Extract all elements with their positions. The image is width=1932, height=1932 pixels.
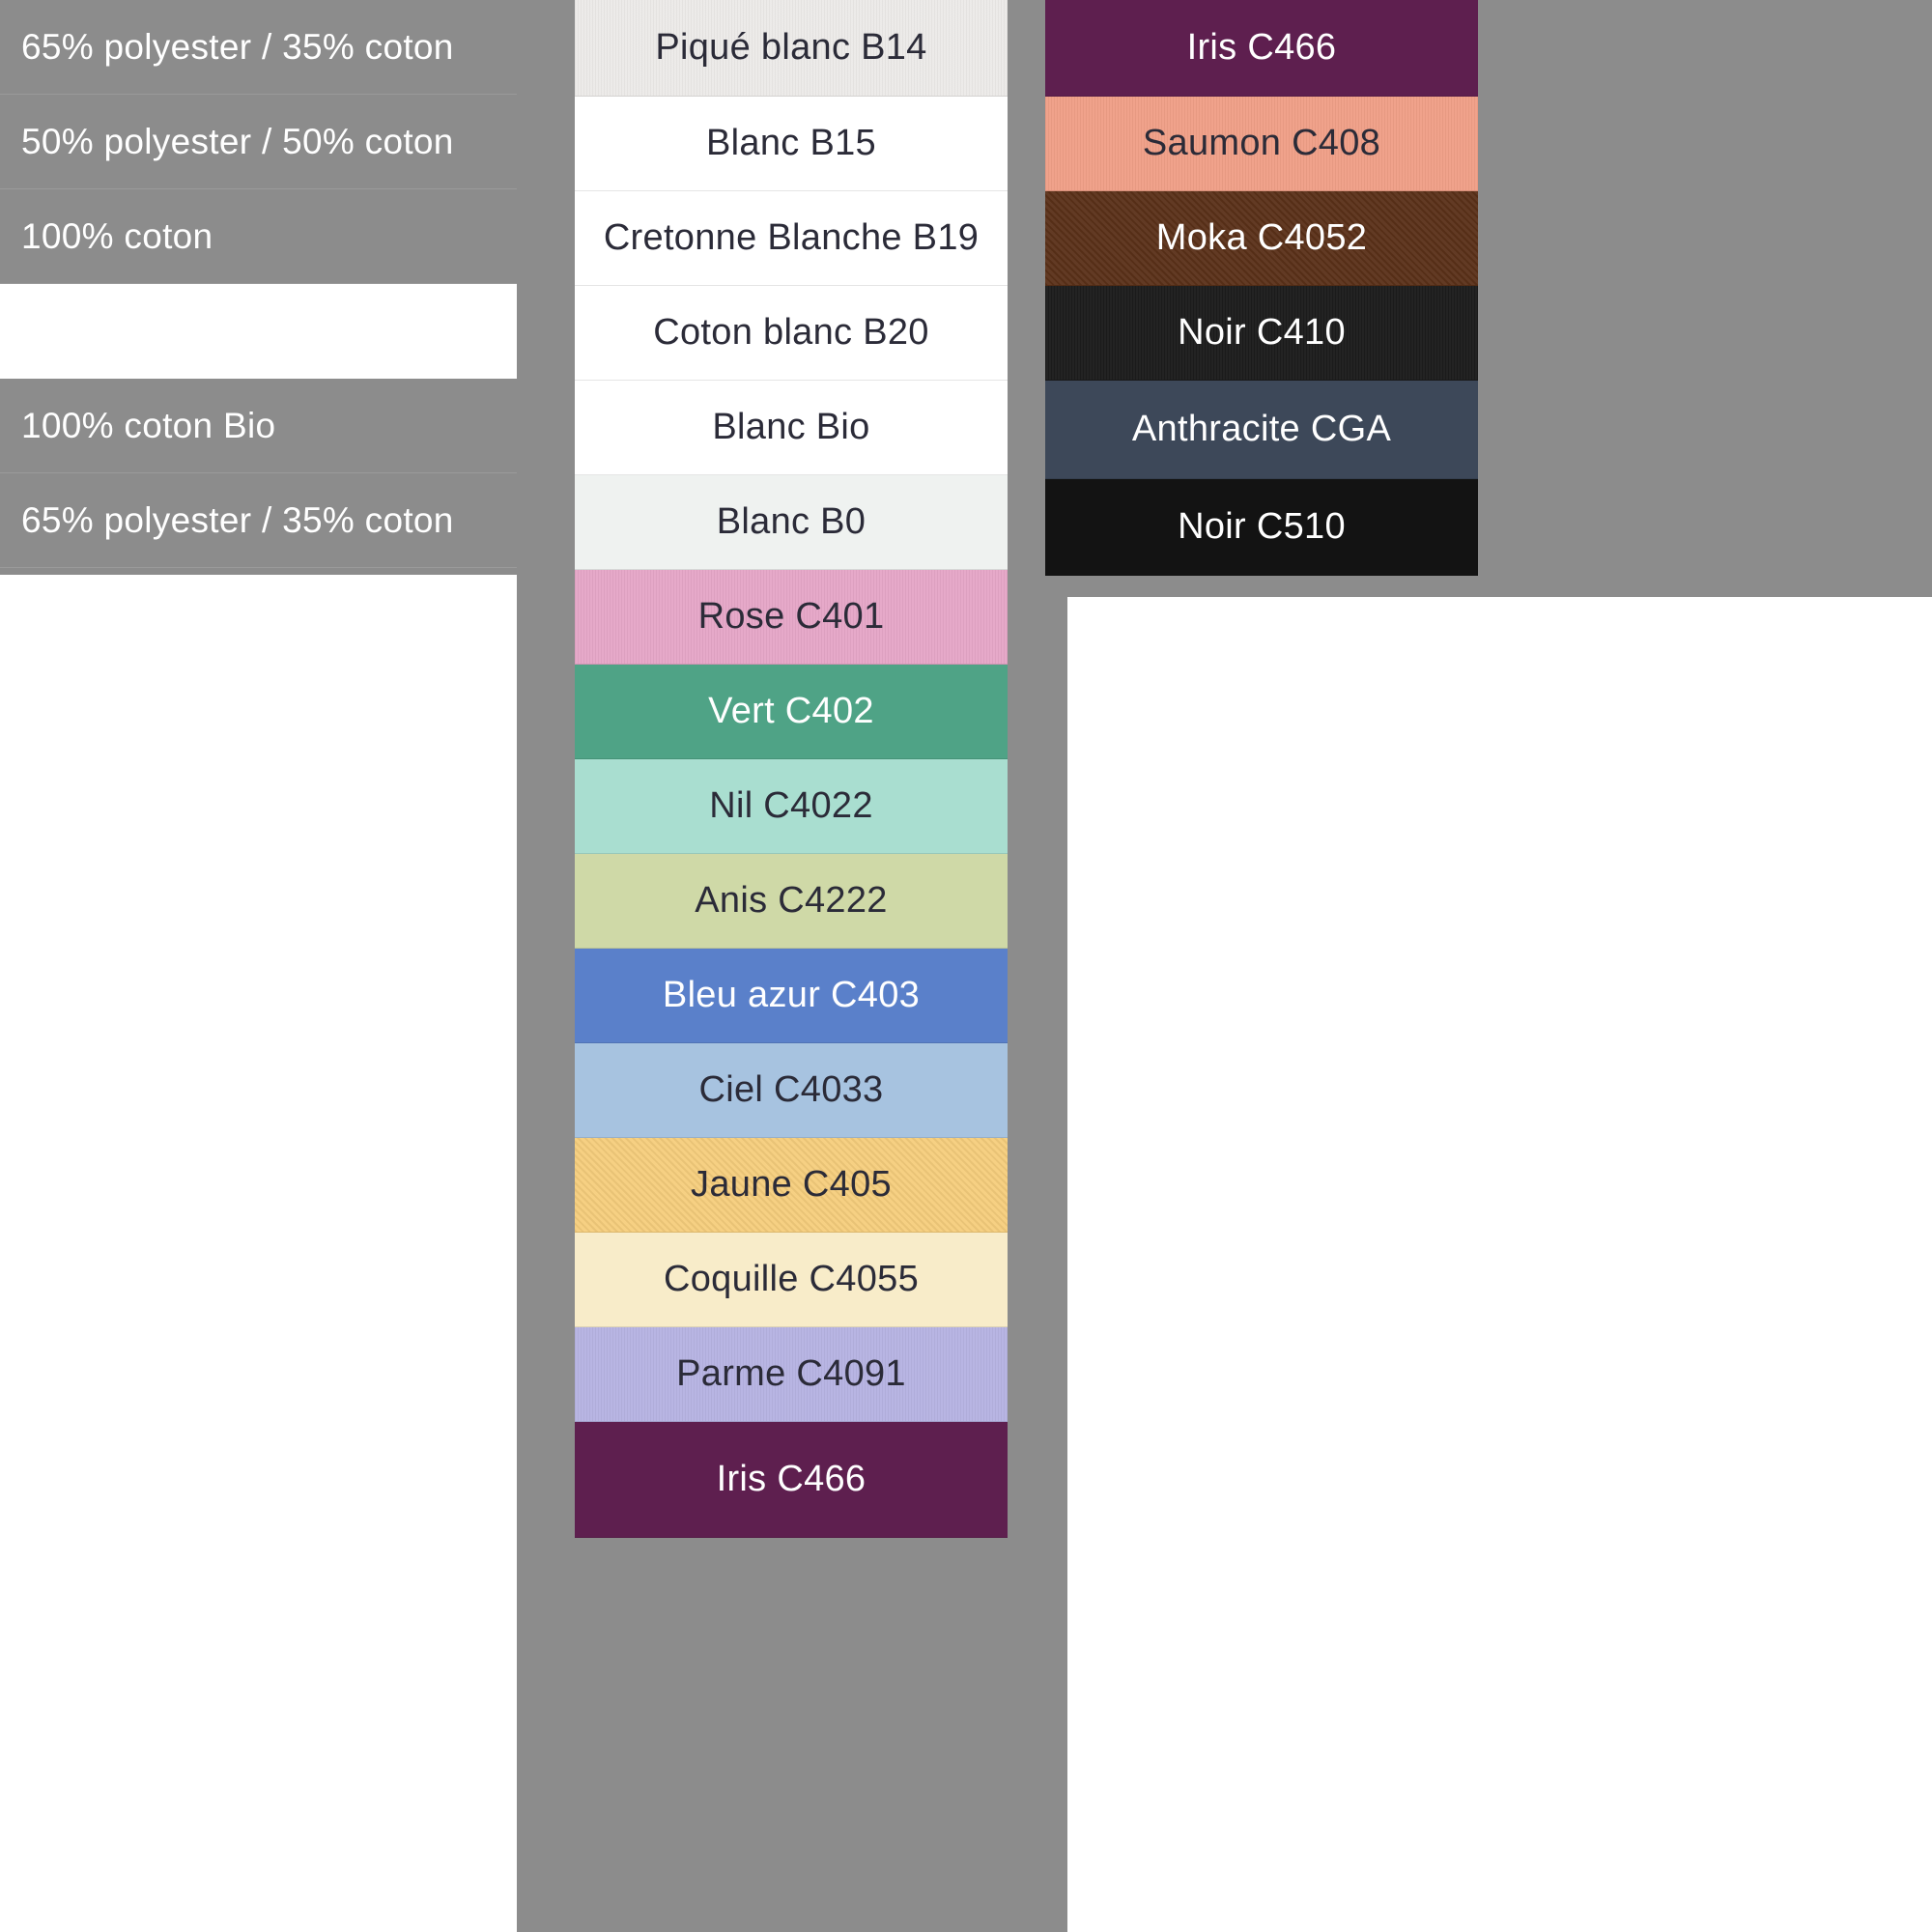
fabric-composition-row[interactable]: 65% polyester / 35% coton [0, 0, 517, 95]
color-swatch-label: Parme C4091 [676, 1353, 906, 1394]
color-swatch-label: Cretonne Blanche B19 [603, 217, 980, 258]
color-swatch-label: Piqué blanc B14 [655, 27, 927, 68]
color-swatch[interactable]: Blanc Bio [575, 381, 1008, 475]
fabric-composition-row[interactable]: 100% coton Bio [0, 379, 517, 473]
color-swatch[interactable]: Anis C4222 [575, 854, 1008, 949]
color-swatch[interactable]: Noir C410 [1045, 286, 1478, 381]
left-bottom-white-panel [0, 575, 517, 1932]
color-swatch-label: Saumon C408 [1142, 123, 1381, 163]
color-swatch[interactable]: Coquille C4055 [575, 1233, 1008, 1327]
fabric-composition-label: 100% coton Bio [21, 405, 276, 445]
fabric-composition-label: 65% polyester / 35% coton [21, 499, 454, 540]
fabric-list-gap [0, 284, 517, 379]
color-swatch-label: Bleu azur C403 [662, 975, 921, 1015]
color-swatch[interactable]: Iris C466 [575, 1422, 1008, 1538]
fabric-composition-list: 65% polyester / 35% coton 50% polyester /… [0, 0, 517, 1932]
color-swatch-label: Coquille C4055 [663, 1259, 920, 1299]
color-swatch[interactable]: Piqué blanc B14 [575, 0, 1008, 97]
color-swatch[interactable]: Blanc B15 [575, 97, 1008, 191]
color-swatch[interactable]: Anthracite CGA [1045, 381, 1478, 479]
color-swatch[interactable]: Vert C402 [575, 665, 1008, 759]
color-swatch-label: Nil C4022 [709, 785, 873, 826]
fabric-composition-label: 100% coton [21, 215, 213, 256]
color-swatch-label: Jaune C405 [691, 1164, 892, 1205]
color-swatch[interactable]: Noir C510 [1045, 479, 1478, 576]
color-swatch[interactable]: Blanc B0 [575, 475, 1008, 570]
color-swatch[interactable]: Moka C4052 [1045, 191, 1478, 286]
color-swatch-label: Anis C4222 [695, 880, 888, 921]
color-swatch-label: Noir C510 [1178, 506, 1346, 547]
color-swatch[interactable]: Rose C401 [575, 570, 1008, 665]
fabric-composition-label: 50% polyester / 50% coton [21, 121, 454, 161]
color-swatch[interactable]: Parme C4091 [575, 1327, 1008, 1422]
color-swatch-label: Blanc B15 [706, 123, 876, 163]
color-swatch[interactable]: Ciel C4033 [575, 1043, 1008, 1138]
color-swatch-label: Vert C402 [708, 691, 874, 731]
color-swatch-label: Iris C466 [1186, 27, 1337, 68]
color-swatch-label: Blanc B0 [716, 501, 867, 542]
color-swatch[interactable]: Jaune C405 [575, 1138, 1008, 1233]
color-swatch[interactable]: Saumon C408 [1045, 97, 1478, 191]
fabric-composition-row[interactable]: 100% coton [0, 189, 517, 284]
color-swatch[interactable]: Iris C466 [1045, 0, 1478, 97]
fabric-composition-row[interactable]: 65% polyester / 35% coton [0, 473, 517, 568]
color-swatch-label: Anthracite CGA [1131, 409, 1392, 449]
dark-color-swatch-list: Iris C466 Saumon C408 Moka C4052 Noir C410 A… [1045, 0, 1478, 576]
color-swatch-label: Rose C401 [697, 596, 885, 637]
color-swatch[interactable]: Coton blanc B20 [575, 286, 1008, 381]
color-swatch-label: Ciel C4033 [698, 1069, 884, 1110]
fabric-composition-row[interactable]: 50% polyester / 50% coton [0, 95, 517, 189]
color-swatch-label: Coton blanc B20 [653, 312, 929, 353]
color-swatch[interactable]: Cretonne Blanche B19 [575, 191, 1008, 286]
color-swatch[interactable]: Nil C4022 [575, 759, 1008, 854]
right-bottom-white-panel [1067, 597, 1932, 1932]
color-swatch-label: Iris C466 [716, 1459, 867, 1499]
color-swatch-label: Moka C4052 [1155, 217, 1368, 258]
color-swatch-label: Blanc Bio [712, 407, 870, 447]
color-swatch-label: Noir C410 [1178, 312, 1346, 353]
light-color-swatch-list: Piqué blanc B14 Blanc B15 Cretonne Blanche… [575, 0, 1008, 1538]
fabric-composition-label: 65% polyester / 35% coton [21, 26, 454, 67]
color-swatch[interactable]: Bleu azur C403 [575, 949, 1008, 1043]
